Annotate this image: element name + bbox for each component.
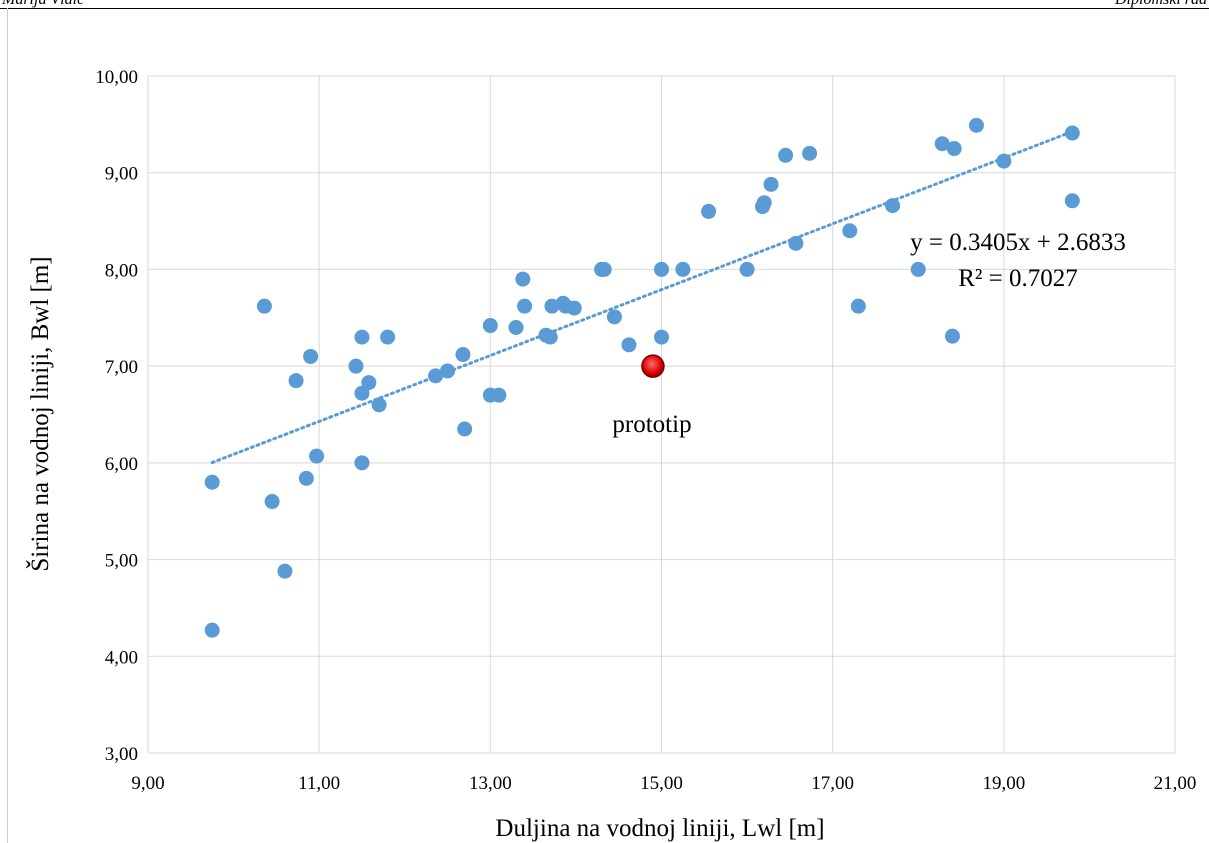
highlight-group xyxy=(641,354,665,378)
data-point xyxy=(654,261,669,277)
data-point xyxy=(491,387,507,403)
data-point xyxy=(517,298,533,314)
x-tick-label: 9,00 xyxy=(131,773,164,794)
data-point xyxy=(850,298,866,314)
data-point xyxy=(596,261,612,277)
data-point xyxy=(303,348,319,364)
data-point xyxy=(675,261,691,277)
data-point xyxy=(944,328,960,344)
x-axis-title: Duljina na vodnoj liniji, Lwl [m] xyxy=(495,815,824,842)
data-point xyxy=(204,474,220,490)
y-tick-label: 4,00 xyxy=(105,647,138,668)
x-tick-label: 21,00 xyxy=(1154,773,1197,794)
data-points xyxy=(204,117,1080,638)
data-point xyxy=(946,141,962,157)
data-point xyxy=(515,271,531,287)
page-margin-rule xyxy=(7,8,8,843)
y-tick-label: 8,00 xyxy=(105,260,138,281)
data-point xyxy=(1064,193,1080,209)
data-point xyxy=(654,329,669,345)
data-point xyxy=(288,373,304,389)
data-point xyxy=(482,318,498,334)
data-point xyxy=(204,622,220,638)
y-tick-label: 9,00 xyxy=(105,164,138,185)
prototype-point xyxy=(641,354,665,378)
data-point xyxy=(380,329,396,345)
data-point xyxy=(621,337,637,353)
header-document-type: Diplomski rad xyxy=(1115,0,1207,9)
header-rule xyxy=(0,8,1209,9)
data-point xyxy=(354,455,370,471)
data-point xyxy=(348,358,364,374)
data-point xyxy=(298,470,314,486)
data-point xyxy=(934,136,950,152)
data-point xyxy=(1064,125,1080,141)
data-point xyxy=(455,347,471,363)
data-point xyxy=(968,117,984,133)
y-tick-label: 5,00 xyxy=(105,551,138,572)
data-point xyxy=(778,147,794,163)
y-tick-label: 10,00 xyxy=(95,67,138,88)
data-point xyxy=(309,448,325,464)
data-point xyxy=(542,329,558,345)
x-tick-label: 17,00 xyxy=(811,773,854,794)
y-axis-title: Širina na vodnoj liniji, Bwl [m] xyxy=(25,256,54,571)
data-point xyxy=(788,235,804,251)
data-point xyxy=(885,198,901,214)
data-point xyxy=(277,563,293,579)
header-author: Marija Vlaić xyxy=(2,0,84,9)
x-tick-label: 15,00 xyxy=(640,773,683,794)
trendline-equation: y = 0.3405x + 2.6833 xyxy=(910,229,1126,256)
data-point xyxy=(802,145,818,161)
data-point xyxy=(606,309,622,325)
y-tick-label: 3,00 xyxy=(105,744,138,765)
trendline xyxy=(210,130,1074,465)
x-tick-label: 11,00 xyxy=(298,773,340,794)
data-point xyxy=(440,363,456,379)
data-point xyxy=(739,261,755,277)
x-tick-label: 13,00 xyxy=(469,773,512,794)
trendline-group xyxy=(210,130,1074,465)
data-point xyxy=(508,319,524,335)
data-point xyxy=(361,375,377,391)
x-tick-labels: 9,00 11,00 13,00 15,00 17,00 19,00 21,00 xyxy=(131,773,1196,794)
y-tick-label: 7,00 xyxy=(105,357,138,378)
data-point xyxy=(428,368,444,384)
x-tick-label: 19,00 xyxy=(982,773,1025,794)
data-point xyxy=(566,300,582,316)
data-point xyxy=(701,203,717,219)
data-point xyxy=(756,195,772,211)
data-point xyxy=(842,223,858,239)
data-point xyxy=(457,421,473,437)
data-point xyxy=(763,176,779,192)
data-point xyxy=(354,385,370,401)
data-point xyxy=(256,298,272,314)
trendline-r-squared: R² = 0.7027 xyxy=(958,265,1078,292)
data-point xyxy=(996,153,1012,169)
data-point xyxy=(910,261,926,277)
data-point xyxy=(354,329,370,345)
data-point xyxy=(264,494,280,510)
data-point xyxy=(371,397,387,413)
y-tick-label: 6,00 xyxy=(105,454,138,475)
y-tick-labels: 3,00 4,00 5,00 6,00 7,00 8,00 9,00 10,00 xyxy=(95,67,138,765)
prototype-label: prototip xyxy=(612,411,691,438)
